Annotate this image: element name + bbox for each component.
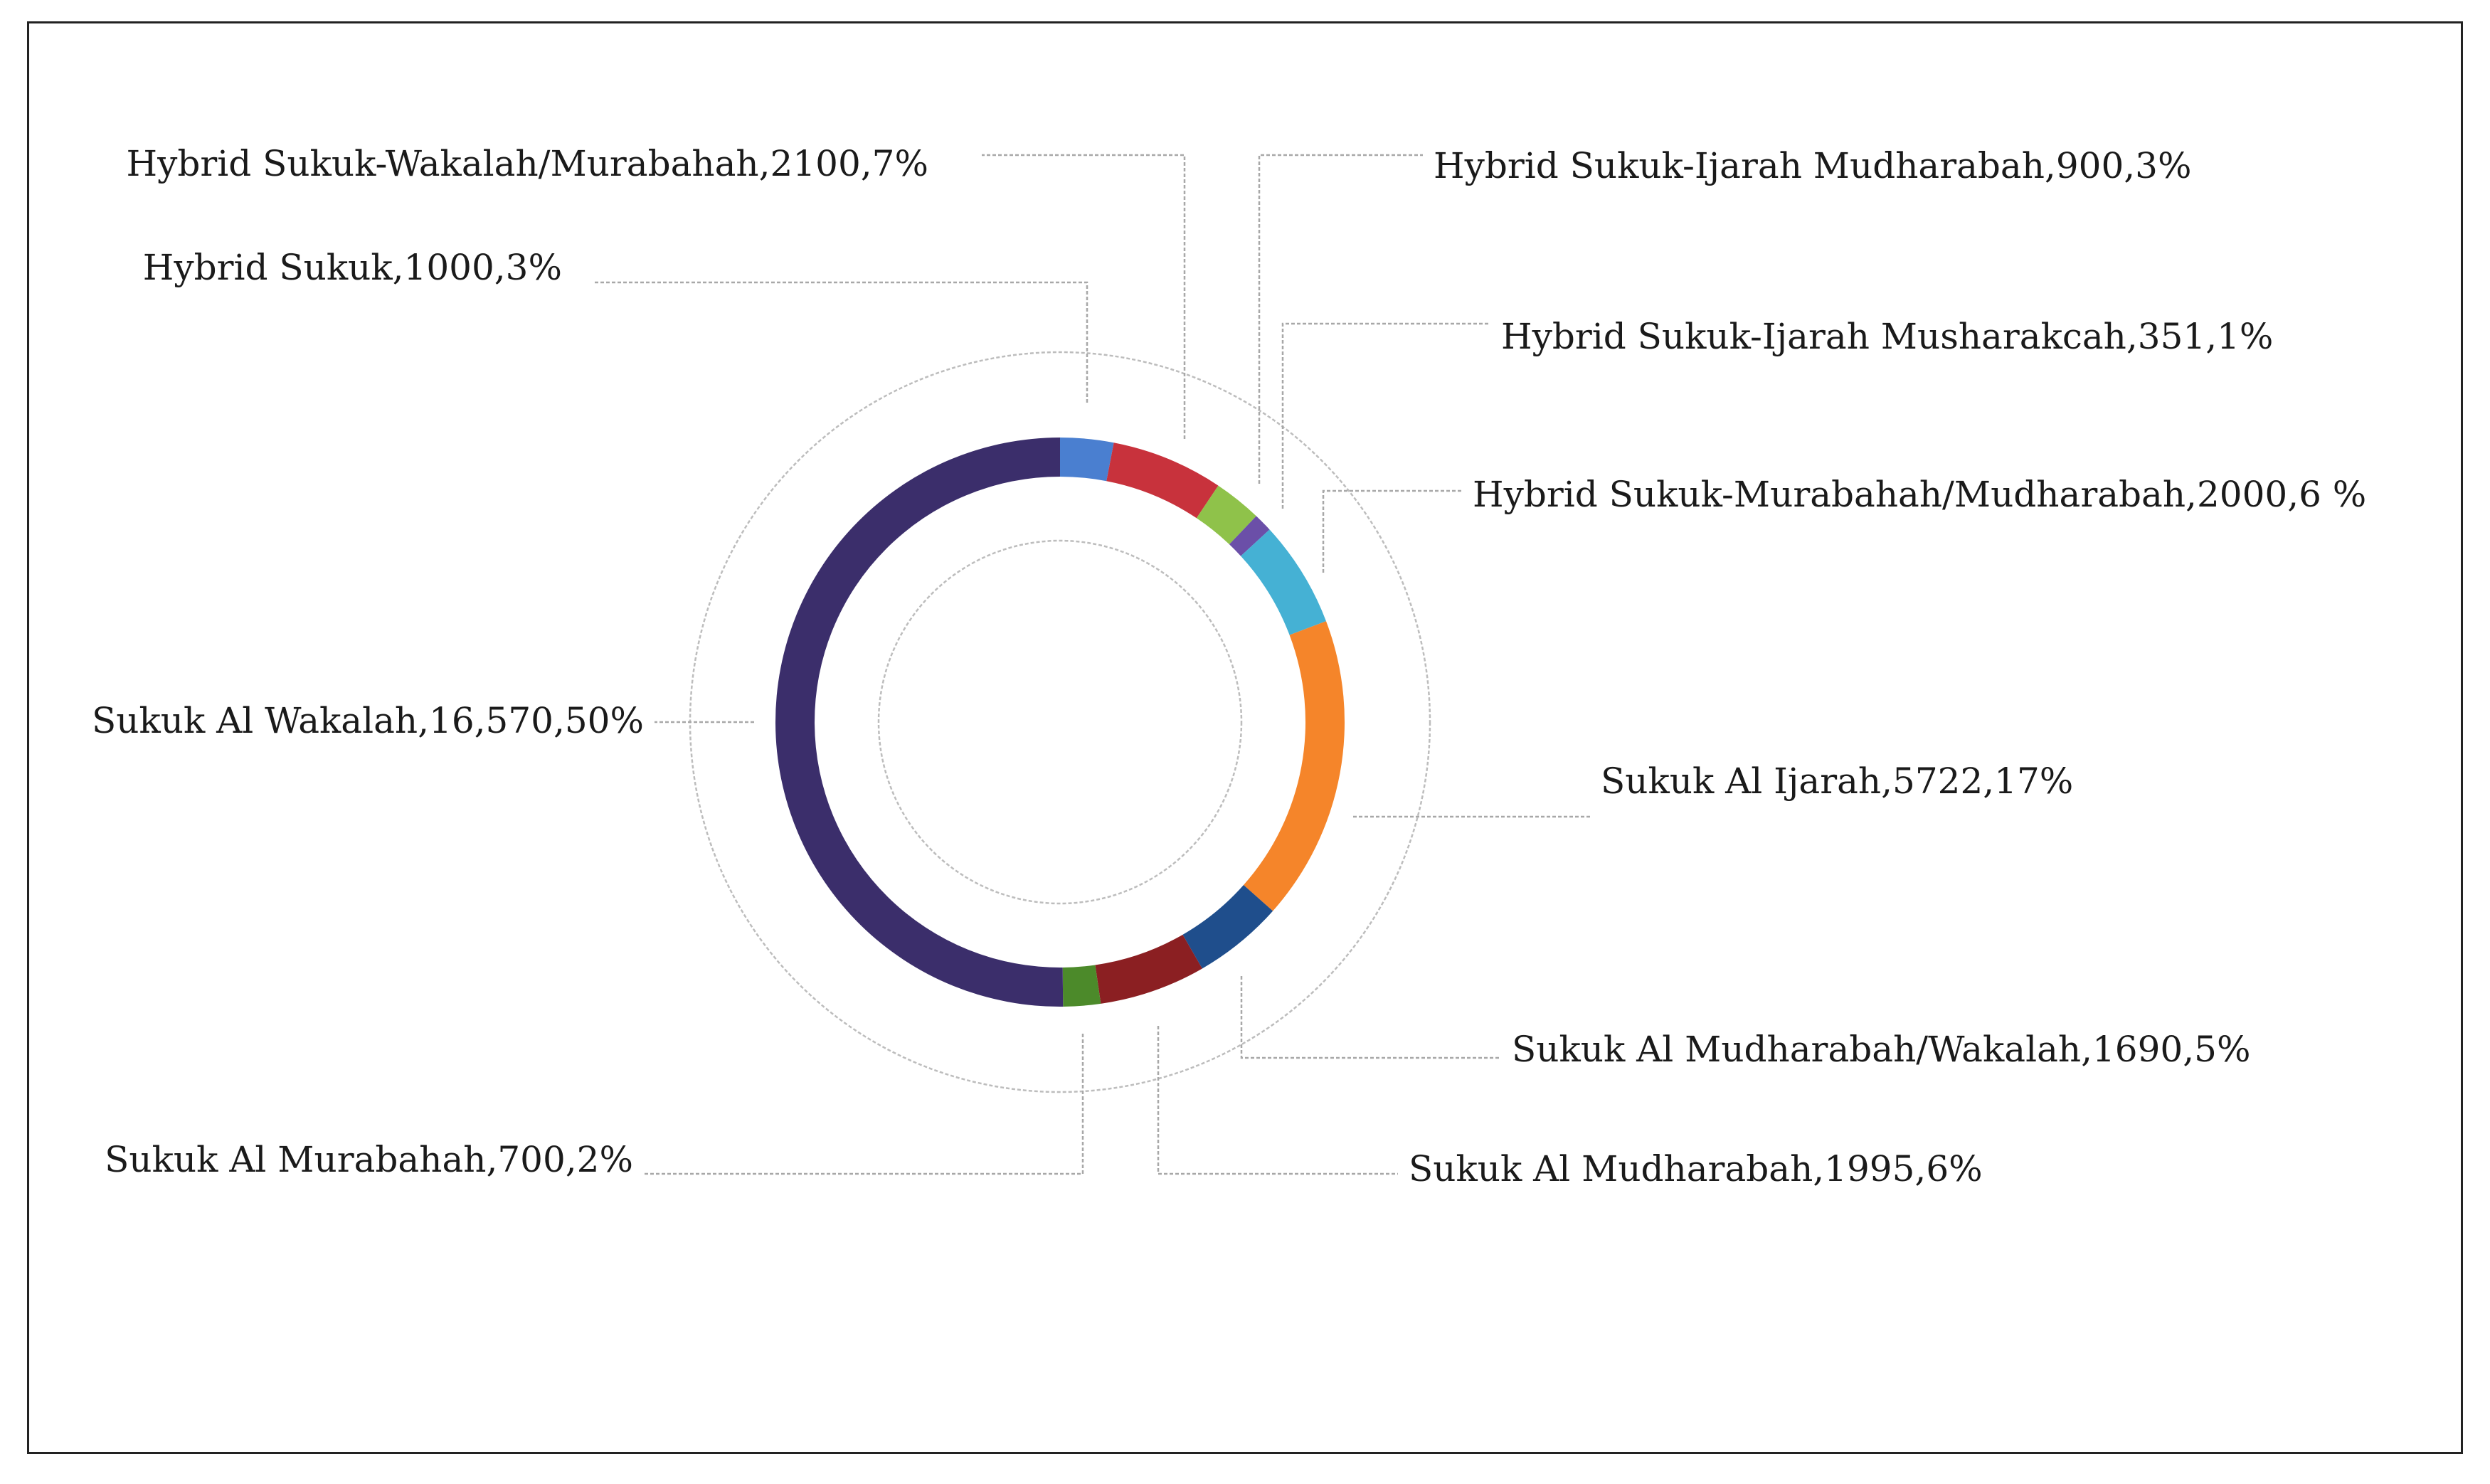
chart-frame [27, 21, 2463, 1454]
slice-9 [775, 438, 1064, 1007]
slice-4 [1241, 529, 1326, 635]
slice-label-9: Sukuk Al Wakalah,16,570,50% [92, 700, 644, 741]
slice-5 [1244, 621, 1345, 911]
slice-7 [1095, 934, 1202, 1004]
slice-1 [1106, 442, 1219, 519]
slice-label-6: Sukuk Al Mudharabah/Wakalah,1690,5% [1512, 1029, 2250, 1070]
leader-line-4 [1322, 489, 1462, 573]
donut-slices [775, 438, 1345, 1007]
leader-line-8 [644, 1034, 1084, 1175]
slice-2 [1196, 485, 1256, 545]
slice-label-1: Hybrid Sukuk-Wakalah/Murabahah,2100,7% [127, 143, 929, 184]
slice-labels: Hybrid Sukuk,1000,3% Hybrid Sukuk-Wakalah… [92, 143, 2366, 1189]
leader-lines [594, 154, 1590, 1175]
slice-8 [1062, 965, 1101, 1007]
leader-line-6 [1240, 976, 1501, 1059]
slice-label-7: Sukuk Al Mudharabah,1995,6% [1409, 1148, 1983, 1189]
slice-label-8: Sukuk Al Murabahah,700,2% [105, 1139, 633, 1180]
inner-guide-circle [877, 539, 1243, 905]
slice-6 [1182, 885, 1273, 969]
slice-0 [1060, 438, 1114, 482]
leader-line-2 [1258, 154, 1423, 484]
leader-line-1 [982, 154, 1186, 439]
leader-line-7 [1157, 1026, 1398, 1175]
leader-line-3 [1281, 322, 1490, 509]
leader-line-0 [594, 281, 1088, 403]
slice-label-0: Hybrid Sukuk,1000,3% [143, 247, 562, 288]
slice-label-2: Hybrid Sukuk-Ijarah Mudharabah,900,3% [1434, 145, 2191, 186]
slice-label-4: Hybrid Sukuk-Murabahah/Mudharabah,2000,6… [1473, 474, 2366, 515]
slice-label-3: Hybrid Sukuk-Ijarah Musharakcah,351,1% [1501, 316, 2273, 357]
slice-3 [1229, 516, 1270, 556]
slice-label-5: Sukuk Al Ijarah,5722,17% [1601, 760, 2073, 802]
